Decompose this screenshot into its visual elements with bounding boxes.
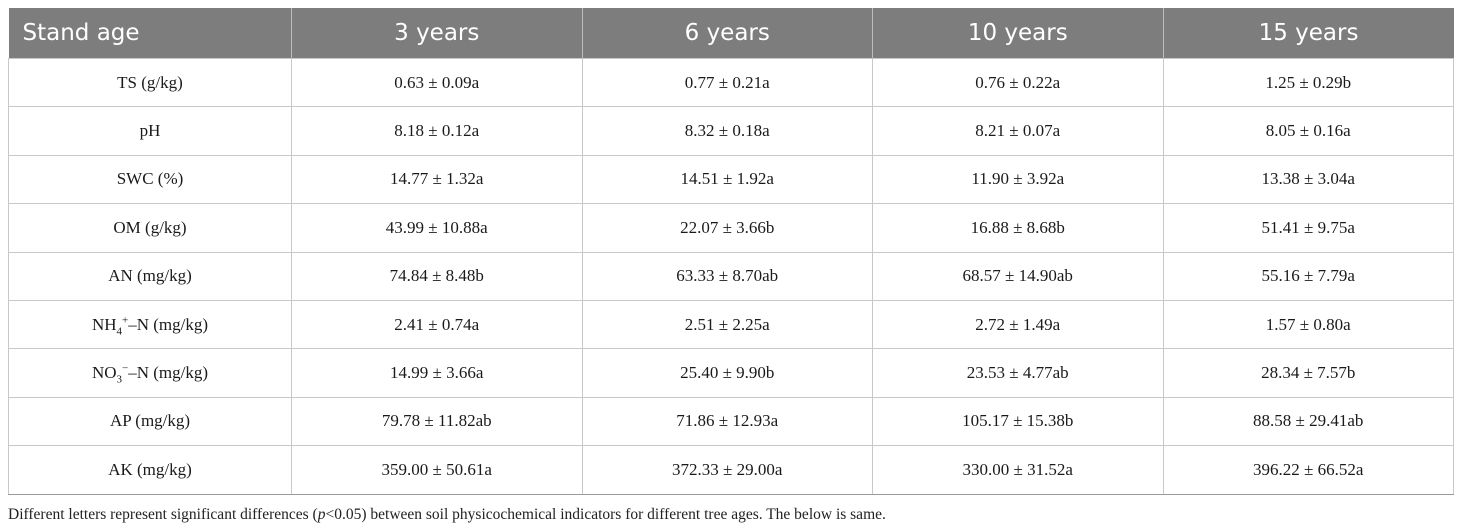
table-cell: 8.32 ± 0.18a — [581, 106, 873, 156]
table-cell: 25.40 ± 9.90b — [581, 348, 873, 398]
table-cell: 14.99 ± 3.66a — [291, 348, 583, 398]
header-year: 6 years — [581, 8, 873, 59]
table-cell: 16.88 ± 8.68b — [872, 203, 1164, 253]
row-label: SWC (%) — [8, 154, 292, 205]
table-row: OM (g/kg) 43.99 ± 10.88a 22.07 ± 3.66b 1… — [8, 203, 1454, 253]
label-superscript: − — [122, 362, 129, 375]
row-label: TS (g/kg) — [8, 57, 292, 108]
table-cell: 8.18 ± 0.12a — [291, 106, 583, 156]
table-cell: 1.25 ± 0.29b — [1162, 57, 1454, 108]
row-label: NH4+–N (mg/kg) — [8, 299, 292, 350]
table-container: Stand age 3 years 6 years 10 years 15 ye… — [8, 8, 1454, 524]
footnote-italic: p — [317, 505, 326, 523]
table-cell: 22.07 ± 3.66b — [581, 203, 873, 253]
label-subscript: 4 — [116, 325, 123, 338]
table-row: pH 8.18 ± 0.12a 8.32 ± 0.18a 8.21 ± 0.07… — [8, 106, 1454, 156]
table-cell: 8.21 ± 0.07a — [872, 106, 1164, 156]
table-cell: 0.77 ± 0.21a — [581, 57, 873, 108]
table-cell: 359.00 ± 50.61a — [291, 445, 583, 495]
table-cell: 0.76 ± 0.22a — [872, 57, 1164, 108]
table-cell: 2.51 ± 2.25a — [581, 299, 873, 350]
table-row: TS (g/kg) 0.63 ± 0.09a 0.77 ± 0.21a 0.76… — [8, 57, 1454, 108]
table-cell: 105.17 ± 15.38b — [872, 396, 1164, 447]
header-year: 15 years — [1162, 8, 1454, 59]
table-cell: 68.57 ± 14.90ab — [872, 251, 1164, 301]
table-cell: 2.41 ± 0.74a — [291, 299, 583, 350]
table-cell: 0.63 ± 0.09a — [291, 57, 583, 108]
table-cell: 23.53 ± 4.77ab — [872, 348, 1164, 398]
table-cell: 43.99 ± 10.88a — [291, 203, 583, 253]
table-row: SWC (%) 14.77 ± 1.32a 14.51 ± 1.92a 11.9… — [8, 154, 1454, 205]
table-cell: 396.22 ± 66.52a — [1162, 445, 1454, 495]
header-year: 10 years — [872, 8, 1163, 59]
table-row: AN (mg/kg) 74.84 ± 8.48b 63.33 ± 8.70ab … — [8, 251, 1454, 301]
label-text: NO — [91, 363, 117, 383]
table-cell: 330.00 ± 31.52a — [872, 445, 1164, 495]
table-row: AK (mg/kg) 359.00 ± 50.61a 372.33 ± 29.0… — [8, 445, 1454, 495]
table-row: NO3−–N (mg/kg) 14.99 ± 3.66a 25.40 ± 9.9… — [8, 348, 1454, 398]
footnote-text: Different letters represent significant … — [8, 505, 318, 523]
table-cell: 14.77 ± 1.32a — [291, 154, 583, 205]
table-cell: 1.57 ± 0.80a — [1162, 299, 1454, 350]
table-cell: 74.84 ± 8.48b — [291, 251, 583, 301]
table-cell: 8.05 ± 0.16a — [1162, 106, 1454, 156]
table-cell: 2.72 ± 1.49a — [872, 299, 1164, 350]
row-label: AN (mg/kg) — [8, 251, 292, 301]
row-label: pH — [8, 106, 292, 156]
label-text: –N (mg/kg) — [128, 363, 209, 383]
table-cell: 55.16 ± 7.79a — [1162, 251, 1454, 301]
table-cell: 372.33 ± 29.00a — [581, 445, 873, 495]
row-label: AK (mg/kg) — [8, 445, 292, 495]
row-label: OM (g/kg) — [8, 203, 292, 253]
table-cell: 63.33 ± 8.70ab — [581, 251, 873, 301]
soil-indicators-table: Stand age 3 years 6 years 10 years 15 ye… — [8, 8, 1454, 495]
label-subscript: 3 — [116, 373, 123, 386]
header-row: Stand age 3 years 6 years 10 years 15 ye… — [8, 8, 1454, 59]
row-label: NO3−–N (mg/kg) — [8, 348, 292, 398]
label-superscript: + — [122, 313, 129, 326]
table-cell: 28.34 ± 7.57b — [1162, 348, 1454, 398]
header-year: 3 years — [291, 8, 582, 59]
table-cell: 88.58 ± 29.41ab — [1162, 396, 1454, 447]
table-cell: 11.90 ± 3.92a — [872, 154, 1164, 205]
table-row: NH4+–N (mg/kg) 2.41 ± 0.74a 2.51 ± 2.25a… — [8, 299, 1454, 350]
label-text: NH — [91, 314, 117, 334]
header-stand-age: Stand age — [8, 8, 292, 59]
label-text: –N (mg/kg) — [128, 314, 209, 334]
table-cell: 51.41 ± 9.75a — [1162, 203, 1454, 253]
table-cell: 14.51 ± 1.92a — [581, 154, 873, 205]
table-cell: 79.78 ± 11.82ab — [291, 396, 583, 447]
table-footnote: Different letters represent significant … — [8, 506, 1453, 524]
row-label: AP (mg/kg) — [8, 396, 292, 447]
footnote-text: <0.05) between soil physicochemical indi… — [325, 505, 886, 523]
table-cell: 71.86 ± 12.93a — [581, 396, 873, 447]
table-cell: 13.38 ± 3.04a — [1162, 154, 1454, 205]
table-row: AP (mg/kg) 79.78 ± 11.82ab 71.86 ± 12.93… — [8, 396, 1454, 447]
